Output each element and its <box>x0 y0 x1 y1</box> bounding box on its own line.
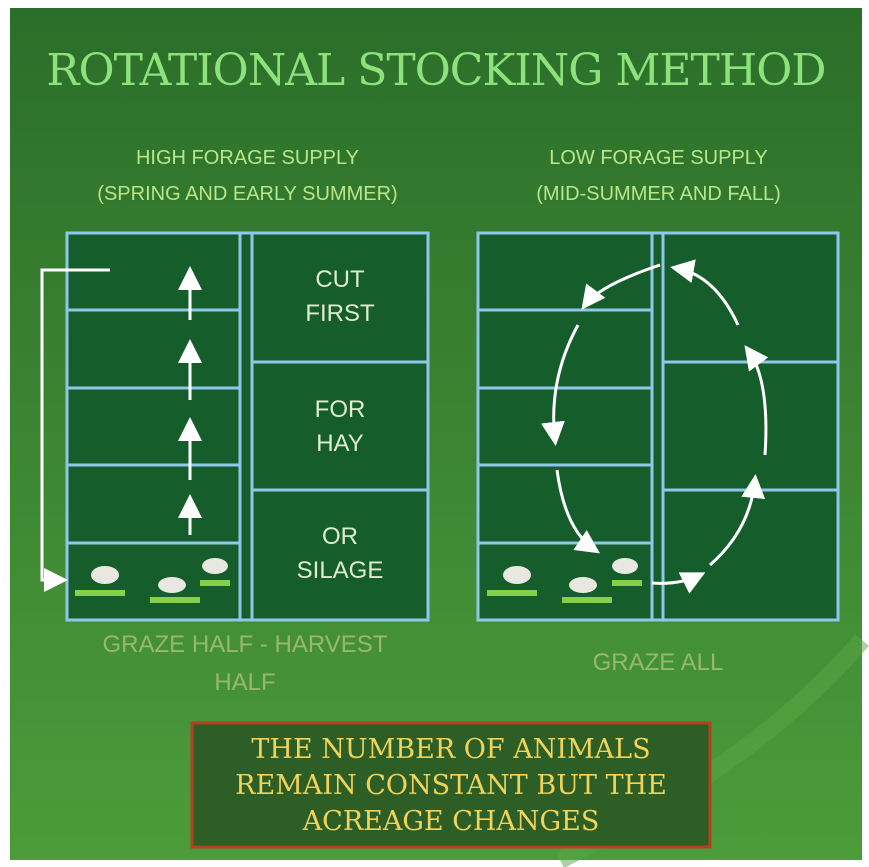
field-line: OR <box>252 520 428 554</box>
panel-heading: LOW FORAGE SUPPLY(MID-SUMMER AND FALL) <box>466 140 851 212</box>
panel-heading: HIGH FORAGE SUPPLY(SPRING AND EARLY SUMM… <box>55 140 440 212</box>
slide: ROTATIONAL STOCKING METHOD HIGH FORAGE S… <box>0 0 869 867</box>
field-line: FOR <box>252 393 428 427</box>
field-line: HAY <box>252 427 428 461</box>
caption: GRAZE HALF - HARVEST HALF <box>95 626 395 702</box>
field-line: FIRST <box>252 297 428 331</box>
heading-line: (MID-SUMMER AND FALL) <box>466 176 851 212</box>
field-line: CUT <box>252 263 428 297</box>
title: ROTATIONAL STOCKING METHOD <box>10 45 862 96</box>
right-grid <box>478 233 838 620</box>
heading-line: LOW FORAGE SUPPLY <box>466 140 851 176</box>
note: THE NUMBER OF ANIMALS REMAIN CONSTANT BU… <box>192 732 710 840</box>
caption: GRAZE ALL <box>478 644 838 682</box>
field-line: SILAGE <box>252 554 428 588</box>
heading-line: (SPRING AND EARLY SUMMER) <box>55 176 440 212</box>
heading-line: HIGH FORAGE SUPPLY <box>55 140 440 176</box>
